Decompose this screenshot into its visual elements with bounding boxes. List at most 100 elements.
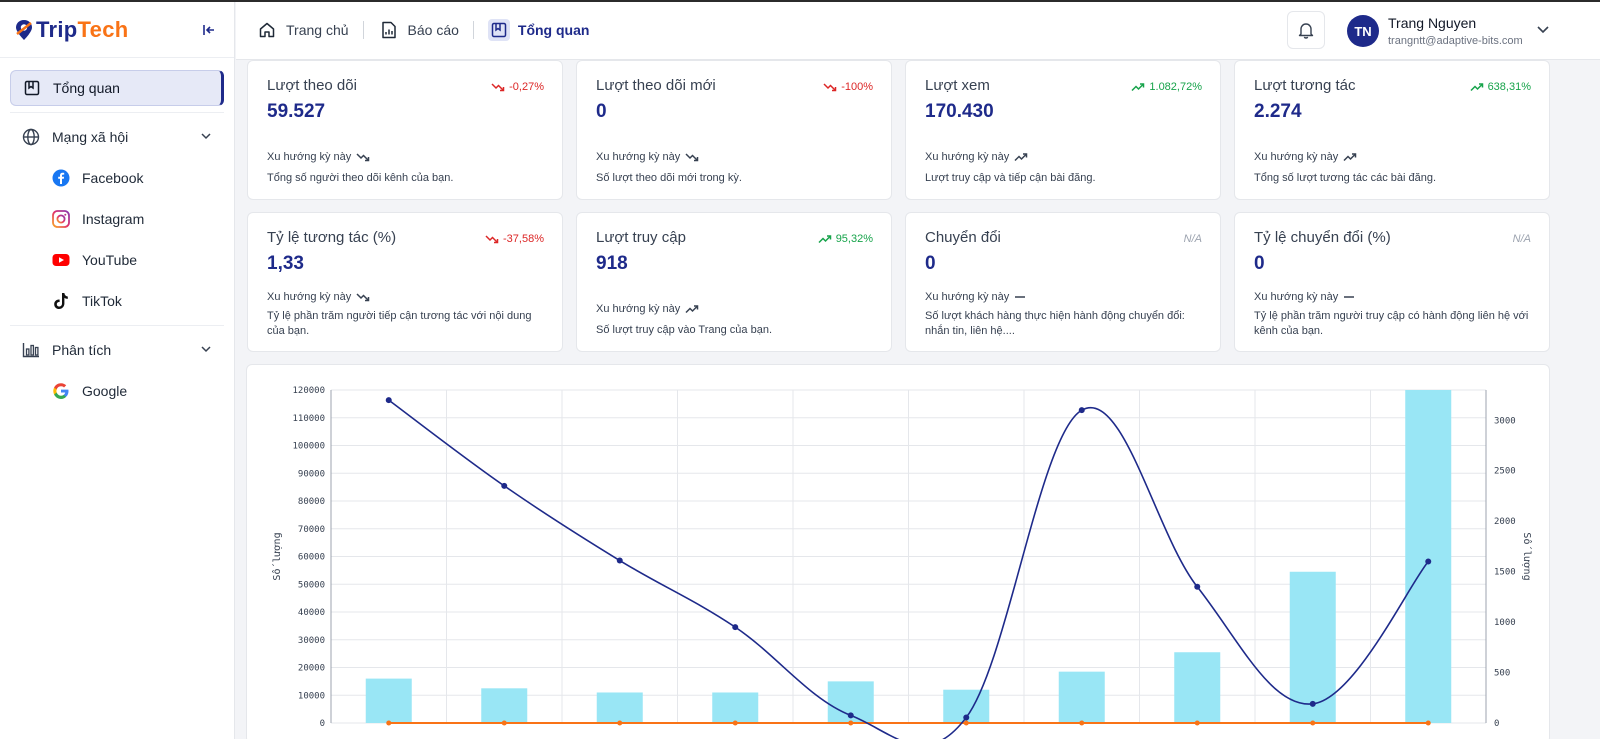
collapse-sidebar-button[interactable]: [198, 19, 220, 41]
sidebar-item-instagram[interactable]: Instagram: [40, 201, 224, 237]
metric-card: Tỷ lệ chuyển đổi (%) N/A 0 Xu hướng kỳ này T…: [1234, 212, 1550, 352]
sidebar-item-label: TikTok: [82, 293, 122, 309]
series-point: [1309, 700, 1316, 707]
metric-title: Chuyển đổi: [925, 229, 1001, 246]
metric-description: Lượt truy cập và tiếp cận bài đăng.: [925, 172, 1096, 184]
metric-value: 0: [596, 101, 607, 122]
series-point: [501, 482, 508, 489]
flat-trend-icon: [1343, 292, 1355, 302]
metric-card: Tỷ lệ tương tác (%) -37,58% 1,33 Xu hướng k…: [247, 212, 563, 352]
metric-change-badge: -0,27%: [491, 81, 544, 93]
metric-card: Lượt tương tác 638,31% 2.274 Xu hướng kỳ nà…: [1234, 60, 1550, 200]
trend-up-icon: [1470, 82, 1484, 92]
metric-description: Tổng số người theo dõi kênh của bạn.: [267, 172, 454, 184]
sidebar-item-facebook[interactable]: Facebook: [40, 160, 224, 196]
metric-value: 0: [925, 253, 936, 274]
trend-label-text: Xu hướng kỳ này: [267, 151, 352, 163]
window-top-border: [0, 0, 1600, 2]
avatar[interactable]: TN: [1347, 15, 1379, 47]
y-tick-label: 10000: [298, 691, 325, 701]
logo-pin-icon: [14, 19, 34, 41]
chart-bar: [1289, 571, 1336, 723]
metric-change: 638,31%: [1487, 81, 1531, 93]
trend-down-icon: [685, 152, 699, 162]
trend-up-icon: [685, 304, 699, 314]
trend-up-icon: [1014, 152, 1028, 162]
metric-change-badge: -37,58%: [485, 233, 544, 245]
metric-change-badge: 95,32%: [818, 233, 873, 245]
metric-value: 59.527: [267, 101, 326, 122]
user-email: trangntt@adaptive-bits.com: [1388, 35, 1523, 47]
facebook-icon: [52, 169, 70, 187]
sidebar-item-youtube[interactable]: YouTube: [40, 242, 224, 278]
y2-tick-label: 1500: [1494, 568, 1516, 578]
series-point: [847, 712, 854, 719]
y-tick-label: 110000: [292, 414, 325, 424]
metric-card: Lượt theo dõi mới -100% 0 Xu hướng kỳ này Số…: [576, 60, 892, 200]
sidebar-item-label: Phân tích: [52, 342, 112, 358]
metric-change-badge: N/A: [1513, 233, 1531, 245]
metric-change: 95,32%: [835, 233, 873, 245]
youtube-icon: [52, 251, 70, 269]
trend-label-text: Xu hướng kỳ này: [267, 291, 352, 303]
trend-up-icon: [818, 234, 832, 244]
series-point-baseline: [1194, 720, 1200, 726]
sidebar-item-label: Facebook: [82, 170, 144, 186]
trend-label: Xu hướng kỳ này: [1254, 291, 1355, 303]
y-tick-label: 30000: [298, 636, 325, 646]
metric-change: 1.082,72%: [1149, 81, 1202, 93]
series-point-baseline: [1425, 720, 1431, 726]
breadcrumb-reports[interactable]: Báo cáo: [372, 16, 465, 44]
breadcrumb-overview[interactable]: Tổng quan: [482, 16, 596, 44]
user-menu-toggle[interactable]: [1536, 22, 1550, 41]
metric-description: Số lượt theo dõi mới trong kỳ.: [596, 172, 742, 184]
trend-label-text: Xu hướng kỳ này: [925, 291, 1010, 303]
notifications-button[interactable]: [1287, 11, 1325, 49]
sidebar-item-overview[interactable]: Tổng quan: [10, 70, 224, 106]
tiktok-icon: [52, 292, 70, 310]
breadcrumb-label: Tổng quan: [517, 22, 590, 38]
app-logo[interactable]: Trip Tech: [14, 17, 128, 43]
dashboard-icon: [23, 79, 41, 97]
trend-down-icon: [356, 152, 370, 162]
chevron-down-icon: [1537, 26, 1549, 34]
trend-label-text: Xu hướng kỳ này: [596, 303, 681, 315]
series-point-baseline: [848, 720, 854, 726]
y2-axis-title: Số lượng: [1521, 532, 1533, 580]
metric-card: Chuyển đổi N/A 0 Xu hướng kỳ này Số lượt khá…: [905, 212, 1221, 352]
sidebar-item-tiktok[interactable]: TikTok: [40, 283, 224, 319]
metric-value: 1,33: [267, 253, 304, 274]
chevron-down-icon: [200, 342, 212, 358]
chart-bar: [596, 692, 643, 723]
breadcrumb-home[interactable]: Trang chủ: [250, 16, 355, 44]
metric-description: Số lượt truy cập vào Trang của bạn.: [596, 324, 773, 336]
trend-up-icon: [1343, 152, 1357, 162]
series-point: [616, 557, 623, 564]
series-point: [732, 624, 739, 631]
y2-tick-label: 3000: [1494, 416, 1516, 426]
brand-name-part2: Tech: [77, 16, 129, 42]
trend-label: Xu hướng kỳ này: [596, 303, 699, 315]
sidebar-item-social[interactable]: Mạng xã hội: [10, 119, 224, 155]
y-tick-label: 20000: [298, 664, 325, 674]
y2-tick-label: 0: [1494, 719, 1499, 729]
trend-label-text: Xu hướng kỳ này: [925, 151, 1010, 163]
report-icon: [378, 19, 400, 41]
chart-bar: [1058, 671, 1105, 723]
divider: [472, 21, 474, 39]
trend-up-icon: [1131, 82, 1145, 92]
metric-change: -37,58%: [503, 233, 544, 245]
metric-title: Lượt theo dõi: [267, 77, 357, 94]
breadcrumb: Trang chủ Báo cáo Tổng quan: [250, 16, 595, 44]
trend-label: Xu hướng kỳ này: [1254, 151, 1357, 163]
trend-label: Xu hướng kỳ này: [267, 291, 370, 303]
metric-value: 170.430: [925, 101, 994, 122]
trend-label: Xu hướng kỳ này: [925, 291, 1026, 303]
sidebar-item-google[interactable]: Google: [40, 373, 224, 409]
y2-tick-label: 1000: [1494, 618, 1516, 628]
metric-change: N/A: [1183, 233, 1202, 245]
trend-down-icon: [491, 82, 505, 92]
y-tick-label: 90000: [298, 469, 325, 479]
sidebar-item-analytics[interactable]: Phân tích: [10, 332, 224, 368]
combo-chart: 0100002000030000400005000060000700008000…: [271, 386, 1533, 739]
